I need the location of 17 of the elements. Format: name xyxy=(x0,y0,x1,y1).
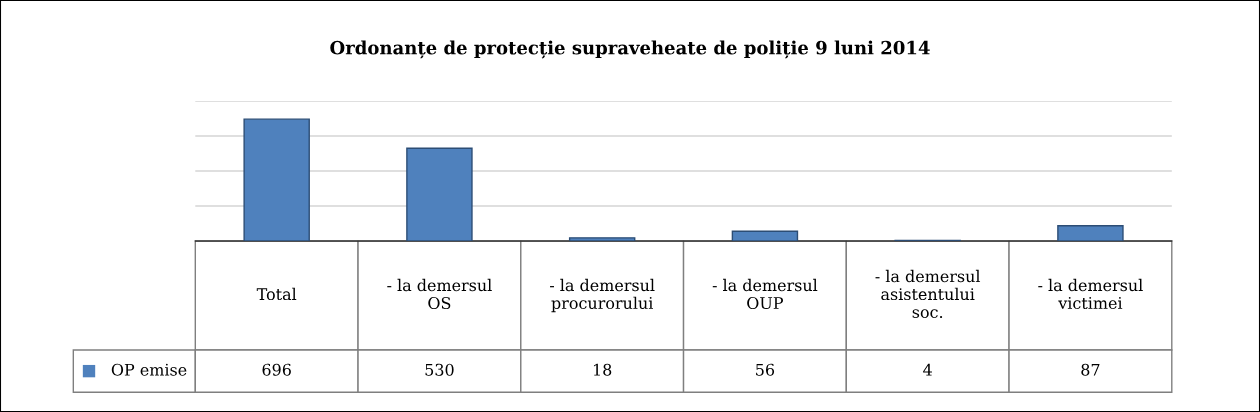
data-label: 696 xyxy=(262,363,291,376)
chart-title: Ordonanțe de protecție supraveheate de poliție 9 luni 2014 xyxy=(330,40,930,59)
data-label: 56 xyxy=(756,363,775,376)
data-label: 4 xyxy=(923,363,932,376)
x-tick-label: - la demersul OUP xyxy=(712,278,818,310)
x-tick-label: - la demersul victimei xyxy=(1038,278,1143,310)
bar xyxy=(1057,225,1124,242)
x-tick-label: - la demersul OS xyxy=(387,278,492,310)
x-tick-label: - la demersul procurorului xyxy=(550,278,655,313)
data-label: 18 xyxy=(593,363,612,376)
data-label: 87 xyxy=(1081,363,1100,376)
data-label: 530 xyxy=(425,363,454,376)
bar xyxy=(568,237,636,242)
legend-label: OP emise xyxy=(111,363,187,376)
x-tick-label: - la demersul asistentului soc. xyxy=(875,269,981,318)
x-tick-label: Total xyxy=(256,287,297,301)
bar xyxy=(731,230,799,242)
